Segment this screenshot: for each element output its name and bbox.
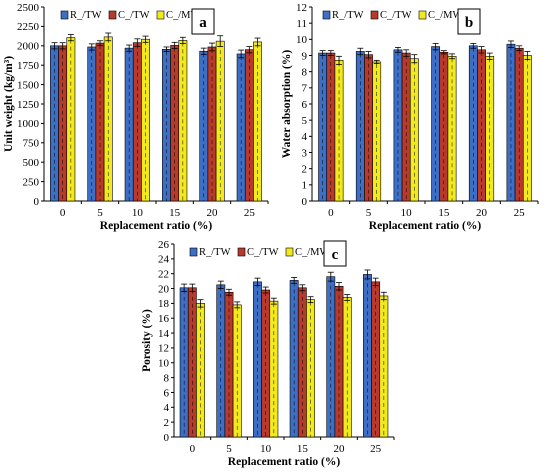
x-tick-label: 0: [60, 207, 66, 219]
y-tick-label: 0: [302, 196, 308, 208]
x-axis-title: Replacement ratio (%): [228, 456, 341, 468]
x-axis-title: Replacement ratio (%): [100, 220, 213, 232]
y-tick-label: 750: [23, 138, 40, 150]
y-tick-label: 4: [164, 402, 170, 414]
y-tick-label: 1250: [17, 99, 40, 111]
y-tick-label: 0: [164, 432, 170, 444]
bar-cmw: [372, 61, 382, 202]
bar-cmw: [342, 297, 352, 438]
chart-panel-a: 0 250 500 750 1000 1250 1500 1750 2000 2250 2500 0 5…: [3, 2, 269, 232]
y-tick-label: 0: [34, 196, 40, 208]
panel-letter-box: [457, 8, 481, 35]
x-tick-label: 25: [514, 207, 526, 219]
y-tick-label: 12: [158, 343, 169, 355]
y-tick-label: 10: [158, 358, 170, 370]
legend-swatch: [322, 10, 331, 20]
legend-label: R_/TW: [332, 10, 364, 21]
y-tick-label: 4: [302, 131, 308, 143]
y-axis-title: Unit weight (kg/m³): [3, 56, 15, 152]
x-tick-label: 25: [370, 443, 382, 455]
y-tick-label: 8: [302, 66, 308, 78]
y-tick-label: 5: [302, 115, 308, 127]
y-tick-label: 1000: [17, 118, 40, 130]
x-axis-title: Replacement ratio (%): [369, 220, 482, 232]
x-tick-label: 15: [169, 207, 181, 219]
y-tick-label: 2250: [17, 21, 40, 33]
legend-label: C_/TW: [247, 247, 279, 258]
y-tick-label: 11: [296, 18, 307, 30]
y-axis-title: Porosity (%): [141, 309, 153, 372]
x-tick-label: 0: [328, 207, 334, 219]
x-tick-label: 15: [297, 443, 309, 455]
y-tick-label: 18: [158, 298, 170, 310]
panel-letter: c: [332, 247, 339, 263]
legend-swatch: [189, 247, 198, 257]
legend-label: C_/TW: [380, 10, 412, 21]
legend-swatch: [60, 10, 69, 20]
y-tick-label: 22: [158, 268, 169, 280]
y-tick-label: 2000: [17, 41, 40, 53]
y-tick-label: 16: [158, 313, 170, 325]
y-tick-label: 2: [164, 417, 170, 429]
legend-label: C_/MW: [428, 10, 463, 21]
panel-letter-box: [323, 240, 347, 267]
y-tick-label: 9: [302, 50, 308, 62]
y-tick-label: 8: [164, 372, 170, 384]
x-tick-label: 20: [476, 207, 488, 219]
legend-label: C_/TW: [118, 10, 150, 21]
legend-swatch: [370, 10, 379, 20]
y-tick-label: 1500: [17, 79, 40, 91]
legend-label: R_/TW: [70, 10, 102, 21]
y-tick-label: 14: [158, 328, 170, 340]
x-tick-label: 25: [244, 207, 256, 219]
y-tick-label: 500: [23, 157, 40, 169]
y-tick-label: 20: [158, 283, 170, 295]
legend-swatch: [418, 10, 427, 20]
y-tick-label: 6: [302, 99, 308, 111]
legend-label: C_/MW: [295, 247, 330, 258]
y-tick-label: 26: [158, 239, 170, 251]
panel-letter: b: [465, 15, 473, 31]
x-tick-label: 5: [97, 207, 103, 219]
x-tick-label: 0: [190, 443, 196, 455]
y-tick-label: 24: [158, 254, 170, 266]
y-tick-label: 250: [23, 176, 40, 188]
x-tick-label: 5: [226, 443, 232, 455]
bar-cmw: [334, 60, 344, 202]
legend-label: R_/TW: [199, 247, 231, 258]
y-tick-label: 6: [164, 387, 170, 399]
legend-swatch: [156, 10, 165, 20]
y-tick-label: 1750: [17, 60, 40, 72]
x-tick-label: 10: [132, 207, 144, 219]
legend-swatch: [285, 247, 294, 257]
bar-cmw: [409, 58, 419, 202]
x-tick-label: 5: [366, 207, 372, 219]
x-tick-label: 10: [401, 207, 413, 219]
y-tick-label: 1: [302, 180, 308, 192]
x-tick-label: 10: [260, 443, 272, 455]
x-tick-label: 15: [438, 207, 450, 219]
y-tick-label: 7: [302, 83, 308, 95]
legend-swatch: [108, 10, 117, 20]
legend-swatch: [237, 247, 246, 257]
x-tick-label: 20: [207, 207, 219, 219]
x-tick-label: 20: [334, 443, 346, 455]
y-tick-label: 10: [296, 34, 308, 46]
panel-letter-box: [191, 8, 215, 35]
legend-label: C_/MW: [166, 10, 201, 21]
y-tick-label: 2500: [17, 2, 40, 14]
bar-cmw: [379, 295, 389, 438]
y-tick-label: 12: [296, 2, 307, 14]
y-axis-title: Water absorption (%): [281, 50, 293, 159]
panel-letter: a: [199, 15, 207, 31]
y-tick-label: 3: [302, 147, 308, 159]
y-tick-label: 2: [302, 163, 308, 175]
